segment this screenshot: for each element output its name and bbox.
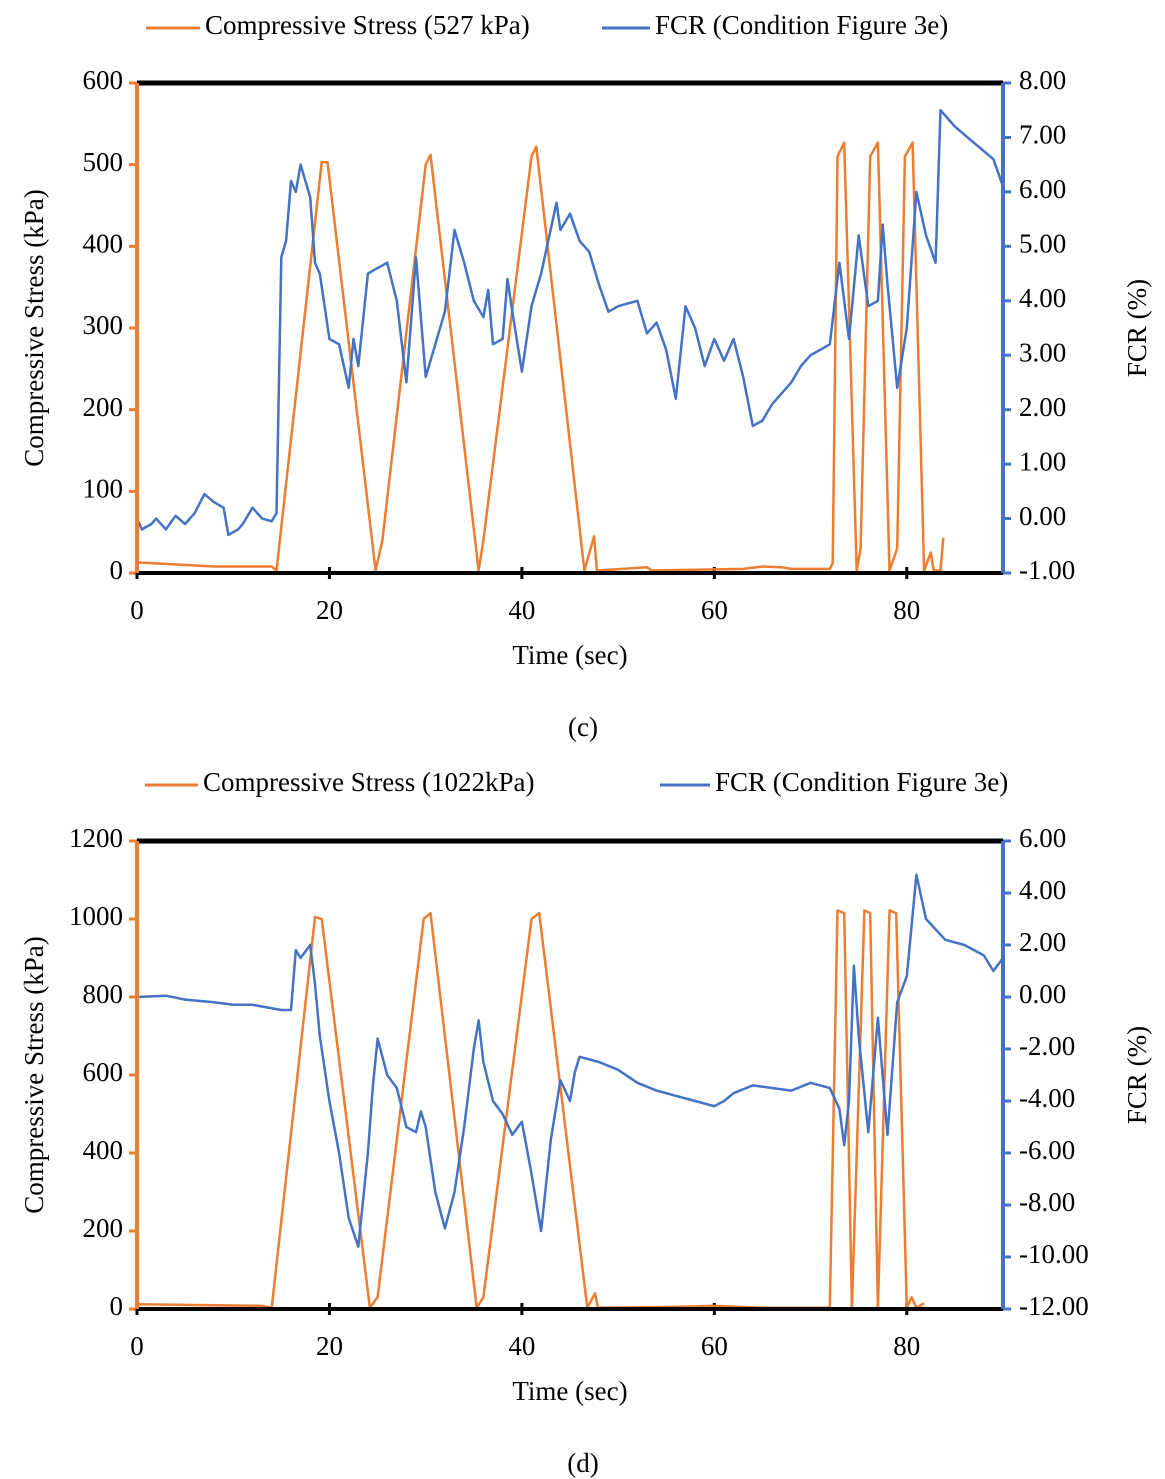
- y2-tick-label: 6.00: [1019, 823, 1066, 853]
- y-tick-label: 600: [83, 1057, 124, 1087]
- x-tick-label: 0: [130, 595, 144, 625]
- y-tick-label: 100: [83, 474, 124, 504]
- y2-tick-label: -2.00: [1019, 1031, 1075, 1061]
- y2-tick-label: 1.00: [1019, 446, 1066, 476]
- y2-tick-label: 5.00: [1019, 229, 1066, 259]
- legend-label: FCR (Condition Figure 3e): [655, 10, 948, 40]
- caption: (c): [568, 712, 598, 742]
- series-line: [136, 873, 1005, 1248]
- y2-tick-label: 2.00: [1019, 392, 1066, 422]
- y2-tick-label: 6.00: [1019, 174, 1066, 204]
- legend-label: Compressive Stress (1022kPa): [203, 767, 534, 797]
- x-axis-label: Time (sec): [512, 1376, 627, 1406]
- y2-tick-label: -6.00: [1019, 1135, 1075, 1165]
- x-tick-label: 20: [316, 595, 343, 625]
- y-tick-label: 500: [83, 147, 124, 177]
- y-tick-label: 1000: [69, 901, 123, 931]
- legend-label: FCR (Condition Figure 3e): [715, 767, 1008, 797]
- y2-tick-label: -12.00: [1019, 1291, 1089, 1321]
- legend-label: Compressive Stress (527 kPa): [205, 10, 530, 40]
- y-tick-label: 200: [83, 1213, 124, 1243]
- x-tick-label: 20: [316, 1331, 343, 1361]
- x-tick-label: 40: [508, 1331, 535, 1361]
- y2-tick-label: -4.00: [1019, 1083, 1075, 1113]
- x-axis-label: Time (sec): [512, 640, 627, 670]
- y-axis-label: Compressive Stress (kPa): [19, 189, 49, 466]
- y2-tick-label: 4.00: [1019, 283, 1066, 313]
- y2-tick-label: -8.00: [1019, 1187, 1075, 1217]
- y2-tick-label: -10.00: [1019, 1239, 1089, 1269]
- x-tick-label: 0: [130, 1331, 144, 1361]
- y2-axis-label: FCR (%): [1122, 279, 1152, 377]
- y2-tick-label: 0.00: [1019, 979, 1066, 1009]
- y-tick-label: 400: [83, 229, 124, 259]
- x-tick-label: 80: [893, 1331, 920, 1361]
- y-tick-label: 200: [83, 392, 124, 422]
- y-tick-label: 600: [83, 65, 124, 95]
- x-tick-label: 40: [508, 595, 535, 625]
- y2-tick-label: 7.00: [1019, 120, 1066, 150]
- y2-tick-label: 2.00: [1019, 927, 1066, 957]
- y-axis-label: Compressive Stress (kPa): [19, 936, 49, 1213]
- y2-tick-label: 3.00: [1019, 337, 1066, 367]
- x-tick-label: 60: [701, 595, 728, 625]
- x-tick-label: 60: [701, 1331, 728, 1361]
- y-tick-label: 0: [110, 555, 124, 585]
- y2-tick-label: 4.00: [1019, 875, 1066, 905]
- series-line: [136, 141, 945, 572]
- y2-axis-label: FCR (%): [1122, 1026, 1152, 1124]
- series-line: [135, 108, 1005, 537]
- series-line: [136, 909, 925, 1310]
- y2-tick-label: 8.00: [1019, 65, 1066, 95]
- y-tick-label: 400: [83, 1135, 124, 1165]
- y-tick-label: 1200: [69, 823, 123, 853]
- y2-tick-label: -1.00: [1019, 555, 1075, 585]
- x-tick-label: 80: [893, 595, 920, 625]
- y-tick-label: 300: [83, 310, 124, 340]
- y-tick-label: 0: [110, 1291, 124, 1321]
- y-tick-label: 800: [83, 979, 124, 1009]
- caption: (d): [567, 1448, 598, 1478]
- y2-tick-label: 0.00: [1019, 501, 1066, 531]
